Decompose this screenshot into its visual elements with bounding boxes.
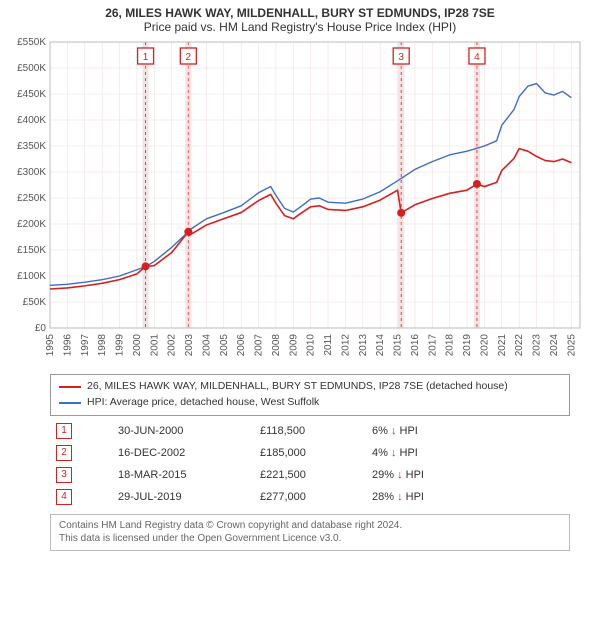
svg-text:£150K: £150K bbox=[17, 245, 46, 256]
event-date: 18-MAR-2015 bbox=[112, 464, 254, 486]
svg-text:2001: 2001 bbox=[149, 334, 160, 357]
svg-text:2021: 2021 bbox=[497, 334, 508, 357]
svg-text:1: 1 bbox=[143, 52, 149, 63]
svg-text:£300K: £300K bbox=[17, 167, 46, 178]
chart-title: 26, MILES HAWK WAY, MILDENHALL, BURY ST … bbox=[0, 0, 600, 20]
event-price: £221,500 bbox=[254, 464, 366, 486]
legend-item: HPI: Average price, detached house, West… bbox=[59, 395, 561, 411]
legend: 26, MILES HAWK WAY, MILDENHALL, BURY ST … bbox=[50, 374, 570, 416]
event-date: 16-DEC-2002 bbox=[112, 442, 254, 464]
svg-text:4: 4 bbox=[474, 52, 480, 63]
svg-text:2015: 2015 bbox=[393, 334, 404, 357]
event-marker: 2 bbox=[56, 445, 72, 461]
event-row: 4 29-JUL-2019£277,00028% ↓ HPI bbox=[50, 486, 570, 508]
event-delta: 4% ↓ HPI bbox=[366, 442, 570, 464]
events-table: 1 30-JUN-2000£118,5006% ↓ HPI 2 16-DEC-2002… bbox=[50, 420, 570, 508]
event-row: 2 16-DEC-2002£185,0004% ↓ HPI bbox=[50, 442, 570, 464]
svg-text:2014: 2014 bbox=[375, 334, 386, 357]
svg-text:2022: 2022 bbox=[514, 334, 525, 357]
svg-text:2024: 2024 bbox=[549, 334, 560, 357]
svg-text:£350K: £350K bbox=[17, 141, 46, 152]
svg-text:£100K: £100K bbox=[17, 271, 46, 282]
svg-text:£200K: £200K bbox=[17, 219, 46, 230]
svg-text:2003: 2003 bbox=[184, 334, 195, 357]
svg-text:£550K: £550K bbox=[17, 38, 46, 48]
footer: Contains HM Land Registry data © Crown c… bbox=[50, 514, 570, 551]
svg-text:£50K: £50K bbox=[23, 297, 47, 308]
svg-text:2013: 2013 bbox=[358, 334, 369, 357]
svg-text:2000: 2000 bbox=[132, 334, 143, 357]
svg-text:2019: 2019 bbox=[462, 334, 473, 357]
svg-text:1996: 1996 bbox=[62, 334, 73, 357]
footer-line: Contains HM Land Registry data © Crown c… bbox=[59, 519, 561, 533]
event-delta: 6% ↓ HPI bbox=[366, 420, 570, 442]
legend-label: 26, MILES HAWK WAY, MILDENHALL, BURY ST … bbox=[87, 379, 508, 395]
svg-text:2012: 2012 bbox=[340, 334, 351, 357]
svg-text:2020: 2020 bbox=[479, 334, 490, 357]
event-date: 29-JUL-2019 bbox=[112, 486, 254, 508]
svg-text:£450K: £450K bbox=[17, 89, 46, 100]
event-delta: 29% ↓ HPI bbox=[366, 464, 570, 486]
svg-text:£0: £0 bbox=[35, 323, 47, 334]
event-marker: 1 bbox=[56, 423, 72, 439]
legend-swatch bbox=[59, 402, 81, 404]
legend-label: HPI: Average price, detached house, West… bbox=[87, 395, 319, 411]
svg-text:2016: 2016 bbox=[410, 334, 421, 357]
footer-line: This data is licensed under the Open Gov… bbox=[59, 532, 561, 546]
svg-text:2010: 2010 bbox=[306, 334, 317, 357]
event-marker: 4 bbox=[56, 489, 72, 505]
svg-text:2017: 2017 bbox=[427, 334, 438, 357]
event-row: 3 18-MAR-2015£221,50029% ↓ HPI bbox=[50, 464, 570, 486]
svg-text:2008: 2008 bbox=[271, 334, 282, 357]
svg-text:1998: 1998 bbox=[97, 334, 108, 357]
svg-text:2025: 2025 bbox=[566, 334, 577, 357]
svg-text:1999: 1999 bbox=[115, 334, 126, 357]
event-date: 30-JUN-2000 bbox=[112, 420, 254, 442]
svg-text:2: 2 bbox=[186, 52, 192, 63]
svg-text:1995: 1995 bbox=[45, 334, 56, 357]
svg-text:2011: 2011 bbox=[323, 334, 334, 356]
svg-text:3: 3 bbox=[398, 52, 404, 63]
svg-text:2007: 2007 bbox=[254, 334, 265, 357]
svg-text:2002: 2002 bbox=[167, 334, 178, 357]
svg-text:£500K: £500K bbox=[17, 63, 46, 74]
svg-text:2006: 2006 bbox=[236, 334, 247, 357]
svg-text:2009: 2009 bbox=[288, 334, 299, 357]
event-marker: 3 bbox=[56, 467, 72, 483]
chart-subtitle: Price paid vs. HM Land Registry's House … bbox=[0, 20, 600, 38]
legend-item: 26, MILES HAWK WAY, MILDENHALL, BURY ST … bbox=[59, 379, 561, 395]
price-chart: £0 £50K £100K £150K £200K £250K £300K £350K £400… bbox=[0, 38, 600, 368]
event-price: £277,000 bbox=[254, 486, 366, 508]
event-delta: 28% ↓ HPI bbox=[366, 486, 570, 508]
event-price: £185,000 bbox=[254, 442, 366, 464]
svg-text:2018: 2018 bbox=[445, 334, 456, 357]
svg-text:£250K: £250K bbox=[17, 193, 46, 204]
svg-text:2005: 2005 bbox=[219, 334, 230, 357]
svg-text:£400K: £400K bbox=[17, 115, 46, 126]
legend-swatch bbox=[59, 386, 81, 388]
event-row: 1 30-JUN-2000£118,5006% ↓ HPI bbox=[50, 420, 570, 442]
svg-text:2023: 2023 bbox=[532, 334, 543, 357]
svg-text:1997: 1997 bbox=[80, 334, 91, 357]
event-price: £118,500 bbox=[254, 420, 366, 442]
svg-text:2004: 2004 bbox=[201, 334, 212, 357]
